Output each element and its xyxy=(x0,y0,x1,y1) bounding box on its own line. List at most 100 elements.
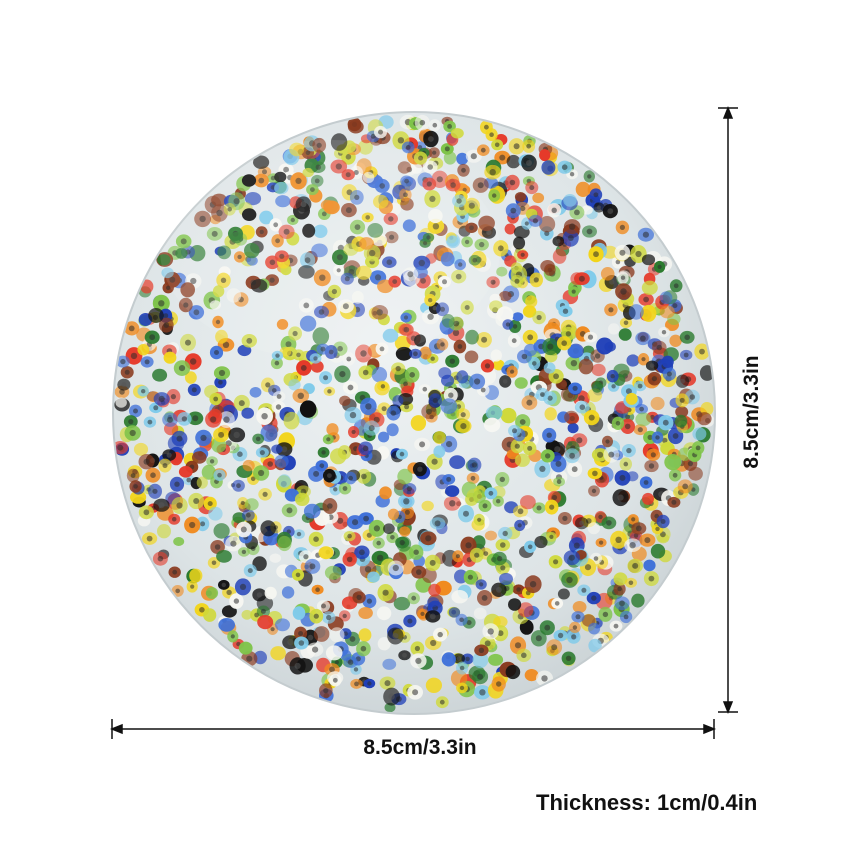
bead xyxy=(688,466,703,481)
bead xyxy=(213,523,230,539)
bead xyxy=(360,397,377,416)
bead xyxy=(443,495,461,511)
bead xyxy=(227,630,239,643)
bead xyxy=(271,444,283,454)
bead xyxy=(117,378,131,391)
bead xyxy=(299,400,317,418)
bead xyxy=(311,161,326,173)
bead xyxy=(491,676,506,692)
bead xyxy=(650,543,666,559)
bead xyxy=(433,627,448,642)
bead xyxy=(588,246,604,263)
bead xyxy=(330,159,348,174)
bead xyxy=(194,210,212,228)
bead xyxy=(561,651,576,666)
bead xyxy=(641,254,656,266)
bead xyxy=(563,550,580,566)
bead xyxy=(507,333,521,348)
bead xyxy=(601,516,617,530)
bead xyxy=(428,208,443,224)
bead xyxy=(582,225,597,238)
bead xyxy=(311,584,324,595)
bead xyxy=(440,252,455,267)
bead xyxy=(162,282,174,294)
bead xyxy=(241,609,253,620)
bead xyxy=(589,188,603,202)
bead xyxy=(133,442,149,456)
bead xyxy=(552,248,567,264)
bead xyxy=(323,386,336,396)
bead xyxy=(420,531,437,546)
bead xyxy=(397,468,413,485)
bead xyxy=(342,380,359,395)
bead xyxy=(454,259,467,271)
bead xyxy=(383,212,398,225)
bead xyxy=(440,143,454,155)
bead xyxy=(548,555,563,569)
bead xyxy=(320,199,334,211)
bead xyxy=(614,470,631,486)
bead xyxy=(278,224,295,239)
bead xyxy=(478,215,495,231)
bead xyxy=(312,137,327,153)
bead xyxy=(277,535,292,552)
bead xyxy=(556,336,572,351)
bead xyxy=(339,395,351,406)
bead xyxy=(422,177,437,191)
bead xyxy=(443,120,456,133)
bead xyxy=(232,479,245,492)
bead xyxy=(483,417,501,433)
bead xyxy=(516,648,532,662)
bead xyxy=(452,550,464,563)
bead xyxy=(553,476,565,487)
bead xyxy=(148,308,164,323)
bead xyxy=(376,606,392,621)
bead xyxy=(270,646,286,661)
bead xyxy=(488,653,504,666)
bead xyxy=(451,269,467,284)
bead xyxy=(349,219,366,235)
bead xyxy=(281,503,298,518)
bead xyxy=(300,252,316,269)
bead xyxy=(213,469,226,482)
bead xyxy=(610,530,628,549)
bead xyxy=(598,606,613,622)
bead xyxy=(525,181,539,195)
bead xyxy=(532,502,546,514)
bead xyxy=(486,276,500,289)
bead xyxy=(309,608,324,624)
bead xyxy=(398,650,411,661)
bead xyxy=(244,498,259,511)
bead xyxy=(244,192,262,206)
bead xyxy=(540,260,555,273)
bead xyxy=(532,192,545,204)
bead xyxy=(491,582,507,597)
bead xyxy=(186,580,198,593)
bead xyxy=(421,404,437,420)
bead xyxy=(333,264,345,277)
bead xyxy=(639,533,656,547)
bead xyxy=(304,558,321,574)
bead xyxy=(401,141,415,154)
bead xyxy=(189,568,203,583)
bead xyxy=(289,142,305,157)
bead xyxy=(313,626,330,642)
bead xyxy=(557,588,570,600)
bead xyxy=(694,343,710,360)
bead xyxy=(130,490,147,504)
bead xyxy=(124,321,140,336)
bead xyxy=(440,398,458,414)
bead xyxy=(529,272,543,288)
bead xyxy=(469,373,486,390)
bead xyxy=(477,144,490,156)
bead xyxy=(499,375,512,388)
bead xyxy=(124,425,141,441)
bead xyxy=(463,569,478,585)
bead xyxy=(647,371,662,386)
bead xyxy=(386,423,399,437)
bead xyxy=(409,348,422,359)
bead xyxy=(436,302,449,317)
bead xyxy=(658,327,670,338)
bead xyxy=(171,585,184,597)
bead xyxy=(659,305,675,319)
